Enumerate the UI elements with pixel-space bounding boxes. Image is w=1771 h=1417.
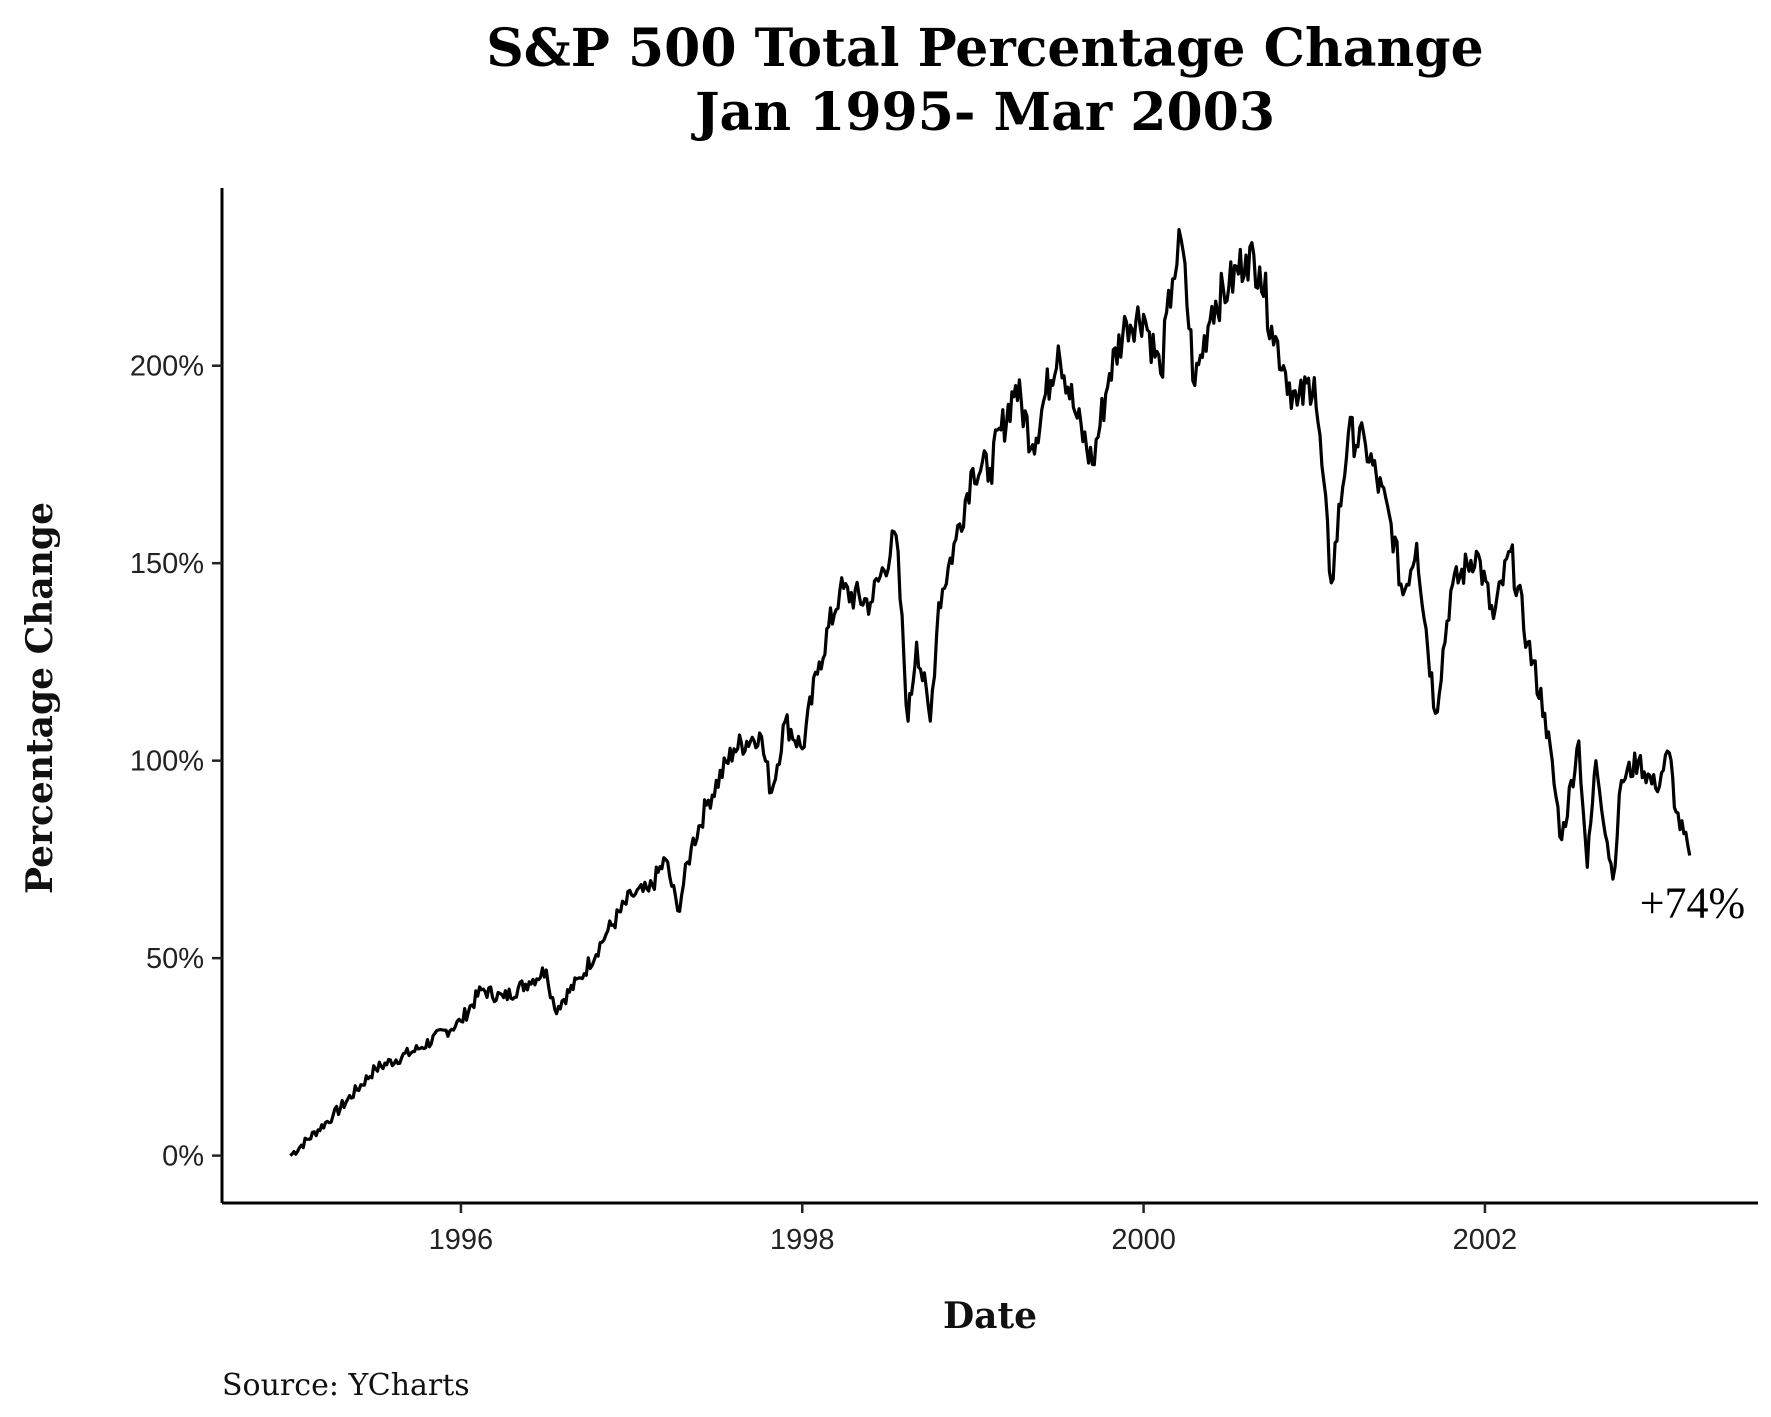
y-tick-label: 100% bbox=[130, 746, 204, 778]
x-tick-group: 1996 1998 2000 2002 bbox=[429, 1203, 1518, 1256]
y-tick-label: 150% bbox=[130, 548, 204, 580]
source-note: Source: YCharts bbox=[222, 1368, 470, 1403]
y-tick-group: 0% 50% 100% 150% 200% bbox=[130, 351, 222, 1173]
y-tick-label: 50% bbox=[146, 943, 204, 975]
x-axis-title: Date bbox=[943, 1295, 1037, 1337]
series-line-sp500 bbox=[289, 228, 1692, 1157]
y-tick-label: 200% bbox=[130, 351, 204, 383]
x-tick-label: 1996 bbox=[429, 1224, 494, 1256]
y-axis-title: Percentage Change bbox=[19, 502, 61, 894]
end-value-annotation: +74% bbox=[1640, 878, 1745, 927]
y-tick-label: 0% bbox=[162, 1141, 204, 1173]
x-tick-label: 2002 bbox=[1453, 1224, 1518, 1256]
chart-title: S&P 500 Total Percentage Change bbox=[486, 18, 1483, 79]
chart-subtitle: Jan 1995- Mar 2003 bbox=[691, 82, 1275, 143]
x-tick-label: 2000 bbox=[1111, 1224, 1176, 1256]
x-tick-label: 1998 bbox=[770, 1224, 835, 1256]
